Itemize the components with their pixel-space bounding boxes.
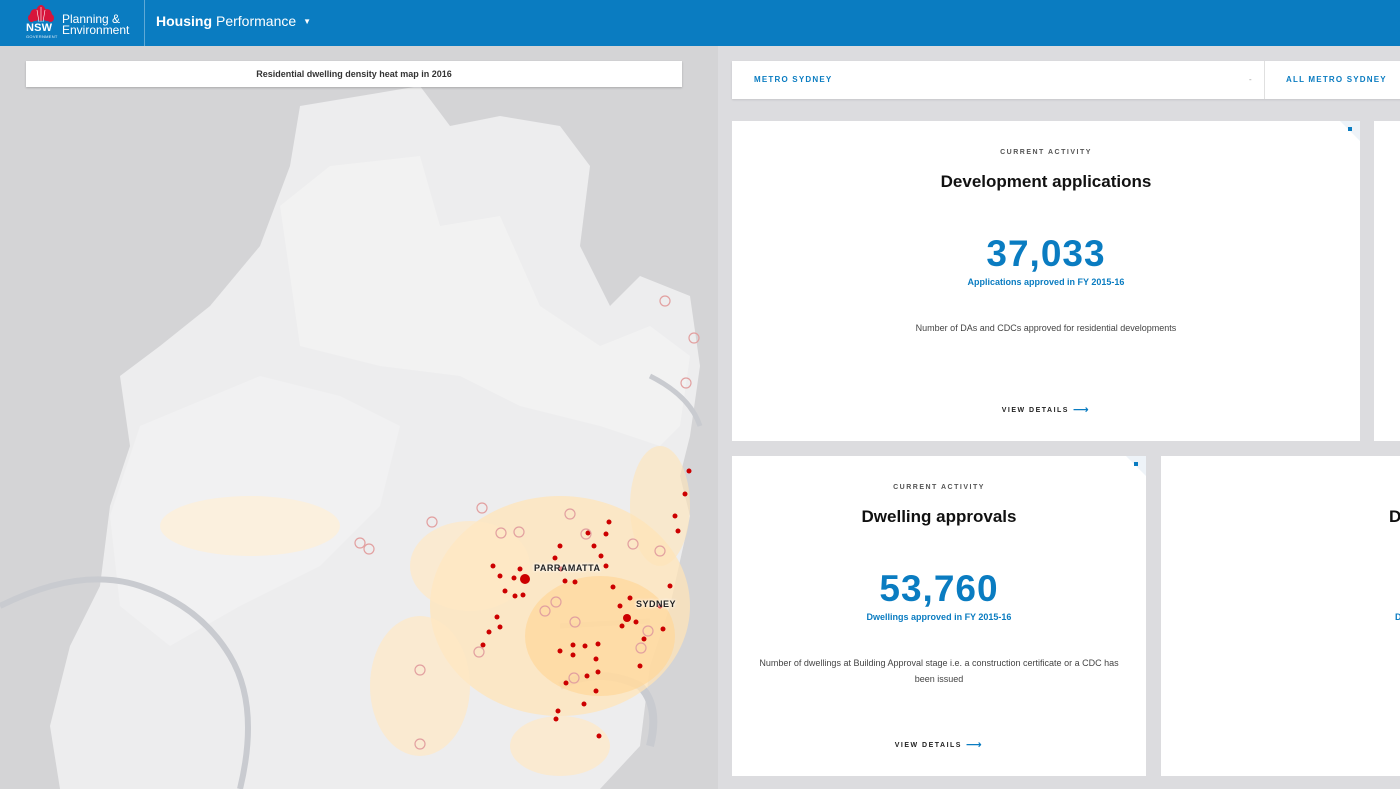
partial-card-title: D: [1389, 507, 1400, 526]
card-corner-fold: [1340, 121, 1360, 141]
nsw-planning-logo[interactable]: NSW GOVERNMENT Planning & Environment: [24, 4, 134, 42]
map-label-sydney: SYDNEY: [636, 599, 677, 609]
card-eyebrow: CURRENT ACTIVITY: [1000, 149, 1092, 156]
card-corner-icon: [1348, 127, 1352, 131]
app-title-light: Performance: [216, 13, 297, 29]
dashboard-panel: METRO SYDNEY - ALL METRO SYDNEY CURRENT …: [718, 46, 1400, 789]
partial-card-right-bottom[interactable]: D D: [1161, 456, 1400, 776]
selector-separator: -: [1249, 75, 1252, 84]
card-corner-fold: [1126, 456, 1146, 476]
arrow-right-icon: ⟶: [1072, 404, 1091, 416]
card-value: 37,033: [986, 233, 1106, 274]
card-eyebrow: CURRENT ACTIVITY: [893, 484, 985, 491]
selector-divider: [1264, 61, 1265, 99]
app-title-bold: Housing: [156, 13, 212, 29]
partial-card-right-top[interactable]: [1374, 121, 1400, 441]
map-label-parramatta: PARRAMATTA: [534, 563, 601, 573]
card-description: Number of DAs and CDCs approved for resi…: [915, 323, 1177, 333]
card-title: Development applications: [940, 172, 1152, 191]
card-subtitle: Dwellings approved in FY 2015-16: [866, 612, 1012, 622]
caret-down-icon: ▼: [303, 16, 312, 26]
view-details-label: VIEW DETAILS: [894, 742, 962, 749]
app-title-dropdown[interactable]: Housing Performance ▼: [156, 13, 311, 29]
view-details-link[interactable]: VIEW DETAILS ⟶: [732, 738, 1146, 751]
region-dropdown[interactable]: METRO SYDNEY: [754, 75, 833, 84]
top-bar: NSW GOVERNMENT Planning & Environment Ho…: [0, 0, 1400, 46]
logo-government-text: GOVERNMENT: [26, 34, 58, 39]
development-applications-card[interactable]: CURRENT ACTIVITY Development application…: [732, 121, 1360, 441]
logo-department-text: Planning & Environment: [62, 12, 130, 37]
header-divider: [144, 0, 145, 46]
map-canvas: [0, 46, 718, 789]
arrow-right-icon: ⟶: [965, 739, 984, 751]
view-details-label: VIEW DETAILS: [1001, 407, 1069, 414]
heat-map[interactable]: Residential dwelling density heat map in…: [0, 46, 718, 789]
area-dropdown[interactable]: ALL METRO SYDNEY: [1286, 75, 1387, 84]
dwelling-approvals-card[interactable]: CURRENT ACTIVITY Dwelling approvals 53,7…: [732, 456, 1146, 776]
logo-nsw-text: NSW: [26, 22, 53, 34]
card-subtitle: Applications approved in FY 2015-16: [967, 277, 1125, 287]
waratah-icon: [28, 5, 54, 23]
card-title: Dwelling approvals: [861, 507, 1017, 526]
card-value: 53,760: [879, 568, 999, 609]
region-selector: METRO SYDNEY - ALL METRO SYDNEY: [732, 61, 1400, 99]
card-description: Number of dwellings at Building Approval…: [759, 658, 1119, 684]
view-details-link[interactable]: VIEW DETAILS ⟶: [732, 403, 1360, 416]
card-corner-icon: [1134, 462, 1138, 466]
partial-card-subtitle: D: [1395, 612, 1400, 622]
map-title: Residential dwelling density heat map in…: [26, 61, 682, 87]
